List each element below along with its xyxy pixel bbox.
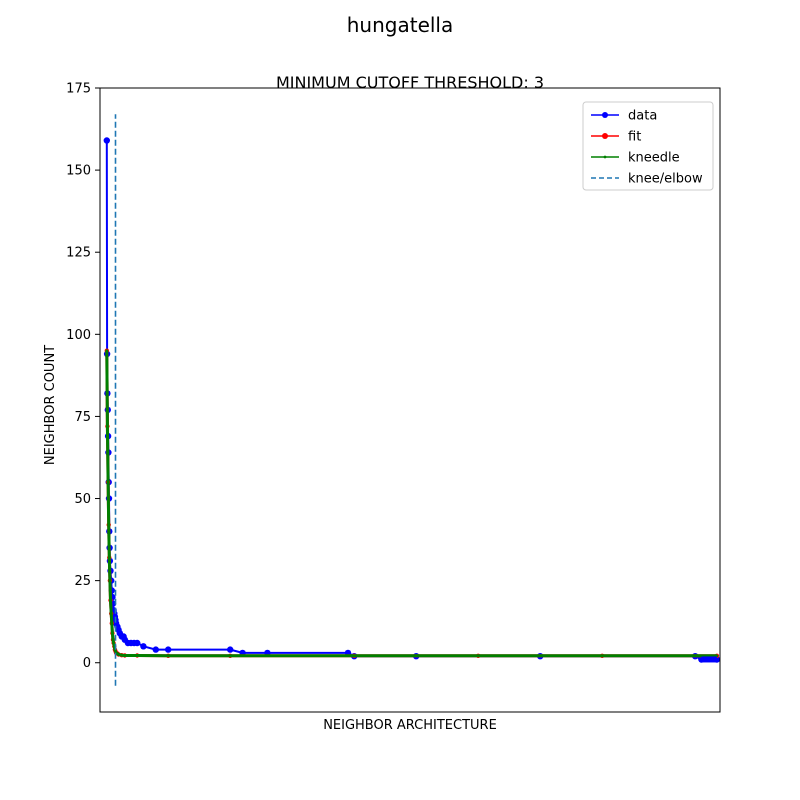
chart-title: MINIMUM CUTOFF THRESHOLD: 3 [276,73,544,92]
series-kneedle-point-6 [109,599,112,602]
x-axis-label: NEIGHBOR ARCHITECTURE [323,718,497,733]
series-kneedle-point-21 [166,654,170,658]
series-data-point-30 [134,639,141,647]
series-kneedle-point-22 [228,654,232,658]
legend-label-0: data [628,109,657,124]
y-tick-label-0: 0 [83,656,91,671]
legend-box [582,101,714,191]
legend-marker-2 [603,155,607,159]
y-tick-label-125: 125 [66,246,91,261]
legend-entry-2: kneedle [591,151,680,166]
series-kneedle-point-23 [352,654,356,658]
series-data-point-32 [152,646,159,653]
legend-label-2: kneedle [628,151,680,166]
series-kneedle-point-0 [105,349,109,353]
series-kneedle-point-11 [112,641,115,645]
series-kneedle-point-20 [135,654,139,657]
series-kneedle-point-3 [107,523,110,527]
y-tick-label-175: 175 [66,82,91,97]
y-tick-label-50: 50 [74,492,91,507]
series-kneedle-point-25 [600,654,604,658]
series-kneedle-point-8 [110,622,114,625]
series-kneedle-point-7 [109,612,113,615]
series-kneedle-point-26 [715,654,719,658]
figure-suptitle: hungatella [347,13,454,37]
plot-frame [99,87,721,713]
series-kneedle-point-4 [108,556,111,559]
legend-marker-1 [602,133,608,139]
series-data-point-31 [140,643,147,650]
series-data-point-34 [227,646,234,653]
y-axis: 0 25 50 75 100 125 150 175 [66,82,100,671]
legend-label-1: fit [628,130,641,145]
series-data-point-0 [103,137,111,144]
series-kneedle-point-24 [476,654,480,658]
legend-entry-1: fit [591,130,641,145]
series-data-point-33 [165,646,172,653]
y-tick-label-75: 75 [74,410,91,425]
y-axis-label: NEIGHBOR COUNT [43,345,58,465]
series-kneedle-point-5 [108,579,112,582]
series-kneedle-point-18 [120,653,123,657]
plot-area [100,88,720,712]
series-kneedle-point-10 [111,638,115,641]
series-kneedle-point-17 [117,653,120,656]
series-kneedle-point-1 [106,425,109,428]
legend: data fit kneedle knee/elbow [582,101,714,191]
series-kneedle-point-19 [123,654,127,657]
series-kneedle-point-9 [111,631,114,635]
legend-label-3: knee/elbow [628,172,703,187]
series-layer [103,114,720,686]
series-kneedle-point-2 [106,480,110,484]
y-tick-label-25: 25 [74,574,91,589]
legend-entry-0: data [591,109,657,124]
legend-marker-0 [602,112,608,118]
y-tick-label-150: 150 [66,164,91,179]
legend-entry-3: knee/elbow [591,172,703,187]
y-tick-label-100: 100 [66,328,91,343]
